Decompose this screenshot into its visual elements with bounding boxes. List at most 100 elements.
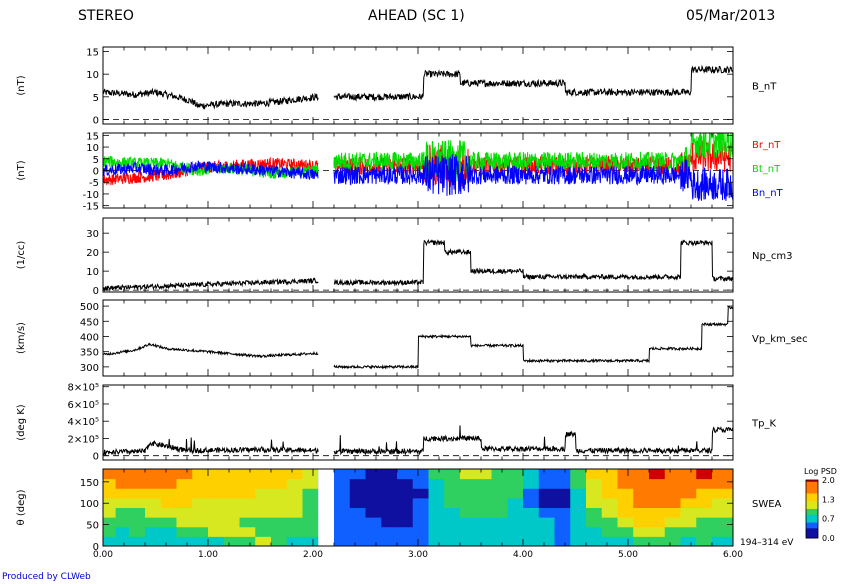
spacecraft-label: AHEAD (SC 1) [368,8,465,24]
heatmap-cell [712,536,734,547]
heatmap-cell [302,517,319,528]
heatmap-cell [664,469,681,480]
heatmap-cell [381,488,398,499]
heatmap-cell [176,469,193,480]
heatmap-cell [460,478,477,489]
heatmap-cell [633,507,650,518]
colorbar-step [806,520,818,524]
heatmap-cell [334,488,351,499]
heatmap-cell [255,469,272,480]
series-line-Vp_km_sec [103,305,733,370]
heatmap-cell [208,517,225,528]
y-tick-label: 5 [93,155,99,166]
heatmap-cell [523,469,540,480]
heatmap-cell [286,526,303,537]
y-tick-label: 400 [80,332,99,343]
y-tick-label: 15 [86,48,99,59]
heatmap-cell [523,507,540,518]
heatmap-cell [271,488,288,499]
heatmap-cell [523,478,540,489]
heatmap-cell [192,536,209,547]
heatmap-cell [696,507,713,518]
y-tick-label: 0 [93,167,99,178]
heatmap-cell [349,526,366,537]
y-tick-label: 30 [86,229,99,240]
heatmap-cell [586,497,603,508]
heatmap-cell [239,488,256,499]
y-tick-label: 5 [93,93,99,104]
heatmap-cell [192,526,209,537]
heatmap-cell [491,526,508,537]
colorbar-frame [805,479,819,539]
heatmap-cell [460,497,477,508]
heatmap-cell [664,526,681,537]
colorbar-step [806,514,818,518]
heatmap-cell [586,478,603,489]
heatmap-cell [302,469,319,480]
heatmap-cell [507,526,524,537]
heatmap-cell [696,497,713,508]
heatmap-cell [523,488,540,499]
colorbar-step [806,526,818,529]
heatmap-cell [145,469,162,480]
heatmap-cell [680,517,697,528]
heatmap-cell [349,536,366,547]
colorbar-step [806,487,818,491]
colorbar-step [806,481,818,485]
panel-Tp_K: Tp_K 0 2×10⁵ 4×10⁵ 6×10⁵ 8×10⁵ (deg K) [16,383,776,463]
heatmap-cell [570,517,587,528]
heatmap-cell [103,526,117,537]
heatmap-cell [712,478,734,489]
heatmap-cell [412,478,429,489]
data-gap [318,469,334,546]
heatmap-cell [444,517,461,528]
heatmap-cell [381,469,398,480]
heatmap-cell [586,536,603,547]
y-tick-label: -10 [83,190,99,201]
date-label: 05/Mar/2013 [686,8,776,24]
panel-Np_cm3: Np_cm3 0 10 20 30 (1/cc) [16,217,792,297]
heatmap-cell [239,517,256,528]
heatmap-cell [160,497,177,508]
heatmap-cell [412,497,429,508]
heatmap-cell [302,478,319,489]
colorbar-step [806,522,818,525]
heatmap-cell [523,517,540,528]
heatmap-cell [554,517,571,528]
heatmap-cell [412,488,429,499]
heatmap-cell [428,497,445,508]
heatmap-cell [554,536,571,547]
heatmap-cell [444,526,461,537]
heatmap-cell [160,469,177,480]
heatmap-cell [428,526,445,537]
heatmap-cell [633,478,650,489]
heatmap-cell [397,478,414,489]
colorbar-tick-label: 2.0 [822,476,835,485]
heatmap-cell [115,469,130,480]
y-tick-label: 15 [86,131,99,142]
heatmap-cell [538,517,555,528]
heatmap-cell [334,478,351,489]
heatmap-cell [365,517,382,528]
heatmap-cell [523,497,540,508]
heatmap-cell [365,488,382,499]
heatmap-cell [475,497,492,508]
heatmap-cell [176,488,193,499]
colorbar-step [806,528,818,531]
heatmap-cell [239,526,256,537]
colorbar-step [806,491,818,495]
heatmap-cell [601,507,618,518]
heatmap-cell [601,478,618,489]
y-tick-label: 20 [86,248,99,259]
heatmap-cell [129,488,146,499]
legend-Bt_nT: Bt_nT [752,164,781,175]
heatmap-cell [334,469,351,480]
heatmap-cell [381,536,398,547]
heatmap-cell [712,507,734,518]
heatmap-cell [397,488,414,499]
heatmap-cell [586,526,603,537]
heatmap-cell [633,469,650,480]
heatmap-cell [255,478,272,489]
heatmap-cell [601,488,618,499]
heatmap-cell [664,488,681,499]
